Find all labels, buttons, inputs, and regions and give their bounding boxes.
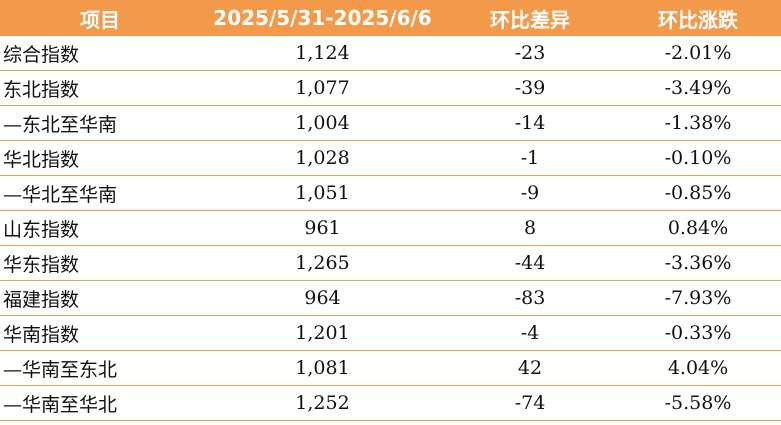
row-change: -5.58%: [615, 385, 781, 421]
row-diff: 8: [445, 210, 615, 246]
row-name: 华东指数: [0, 245, 200, 281]
row-change: -3.49%: [615, 70, 781, 106]
header-item: 项目: [0, 0, 200, 36]
row-diff: -74: [445, 385, 615, 421]
row-name: 华南指数: [0, 315, 200, 351]
row-diff: -23: [445, 36, 615, 71]
row-diff: -4: [445, 315, 615, 351]
row-value: 1,124: [200, 36, 445, 71]
table-row: 东北指数 1,077 -39 -3.49%: [0, 70, 781, 106]
row-change: 4.04%: [615, 350, 781, 386]
row-name: —华南至东北: [0, 350, 200, 386]
row-change: 0.84%: [615, 210, 781, 246]
row-value: 1,252: [200, 385, 445, 421]
row-change: -0.33%: [615, 315, 781, 351]
table-row: —东北至华南 1,004 -14 -1.38%: [0, 105, 781, 141]
table-row: —华北至华南 1,051 -9 -0.85%: [0, 175, 781, 211]
row-diff: 42: [445, 350, 615, 386]
row-value: 964: [200, 280, 445, 316]
row-value: 1,081: [200, 350, 445, 386]
row-name: —华北至华南: [0, 175, 200, 211]
row-value: 1,077: [200, 70, 445, 106]
row-change: -1.38%: [615, 105, 781, 141]
row-value: 1,201: [200, 315, 445, 351]
row-name: 山东指数: [0, 210, 200, 246]
table-row: 山东指数 961 8 0.84%: [0, 210, 781, 246]
row-change: -0.85%: [615, 175, 781, 211]
row-diff: -39: [445, 70, 615, 106]
row-change: -2.01%: [615, 36, 781, 71]
row-value: 1,028: [200, 140, 445, 176]
row-name: —华南至华北: [0, 385, 200, 421]
table-row: —华南至东北 1,081 42 4.04%: [0, 350, 781, 386]
header-row: 项目 2025/5/31-2025/6/6 环比差异 环比涨跌: [0, 0, 781, 36]
row-name: —东北至华南: [0, 105, 200, 141]
row-name: 东北指数: [0, 70, 200, 106]
table-body: 综合指数 1,124 -23 -2.01% 东北指数 1,077 -39 -3.…: [0, 36, 781, 421]
row-diff: -1: [445, 140, 615, 176]
table-row: 华北指数 1,028 -1 -0.10%: [0, 140, 781, 176]
row-change: -3.36%: [615, 245, 781, 281]
table-row: —华南至华北 1,252 -74 -5.58%: [0, 385, 781, 421]
table-header: 项目 2025/5/31-2025/6/6 环比差异 环比涨跌: [0, 0, 781, 36]
header-diff: 环比差异: [445, 0, 615, 36]
row-diff: -9: [445, 175, 615, 211]
row-value: 1,265: [200, 245, 445, 281]
row-change: -0.10%: [615, 140, 781, 176]
row-diff: -83: [445, 280, 615, 316]
row-name: 综合指数: [0, 36, 200, 71]
row-name: 福建指数: [0, 280, 200, 316]
row-diff: -14: [445, 105, 615, 141]
table-row: 福建指数 964 -83 -7.93%: [0, 280, 781, 316]
header-change: 环比涨跌: [615, 0, 781, 36]
row-diff: -44: [445, 245, 615, 281]
row-change: -7.93%: [615, 280, 781, 316]
table-row: 华东指数 1,265 -44 -3.36%: [0, 245, 781, 281]
header-period: 2025/5/31-2025/6/6: [200, 0, 445, 36]
row-value: 961: [200, 210, 445, 246]
row-name: 华北指数: [0, 140, 200, 176]
table-row: 综合指数 1,124 -23 -2.01%: [0, 36, 781, 71]
row-value: 1,051: [200, 175, 445, 211]
table-row: 华南指数 1,201 -4 -0.33%: [0, 315, 781, 351]
row-value: 1,004: [200, 105, 445, 141]
